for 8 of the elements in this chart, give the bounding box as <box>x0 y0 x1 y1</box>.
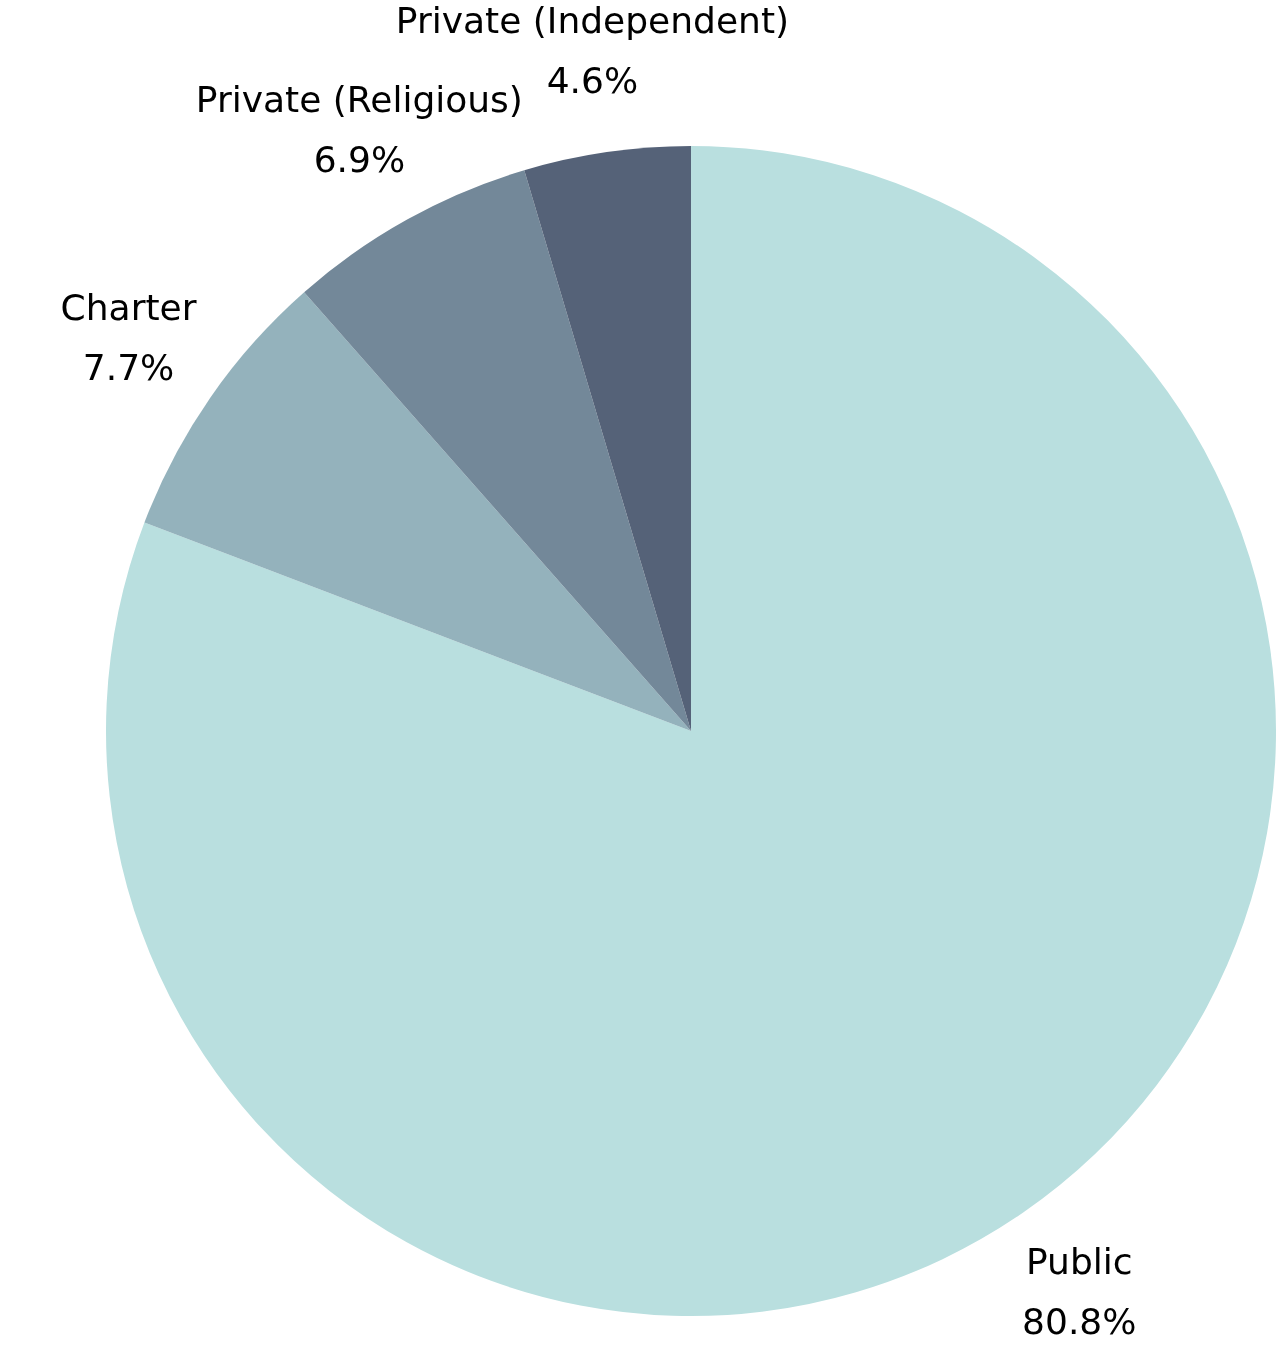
slice-label: Private (Independent) <box>395 0 790 42</box>
slice-label: Public <box>1025 1241 1133 1283</box>
data-label: 80.8% <box>1022 1301 1137 1343</box>
data-label: 4.6% <box>546 60 639 102</box>
data-label: 7.7% <box>82 347 175 389</box>
slice-label: Private (Religious) <box>195 78 523 120</box>
slice-label: Charter <box>60 287 197 329</box>
data-label: 6.9% <box>313 138 406 180</box>
